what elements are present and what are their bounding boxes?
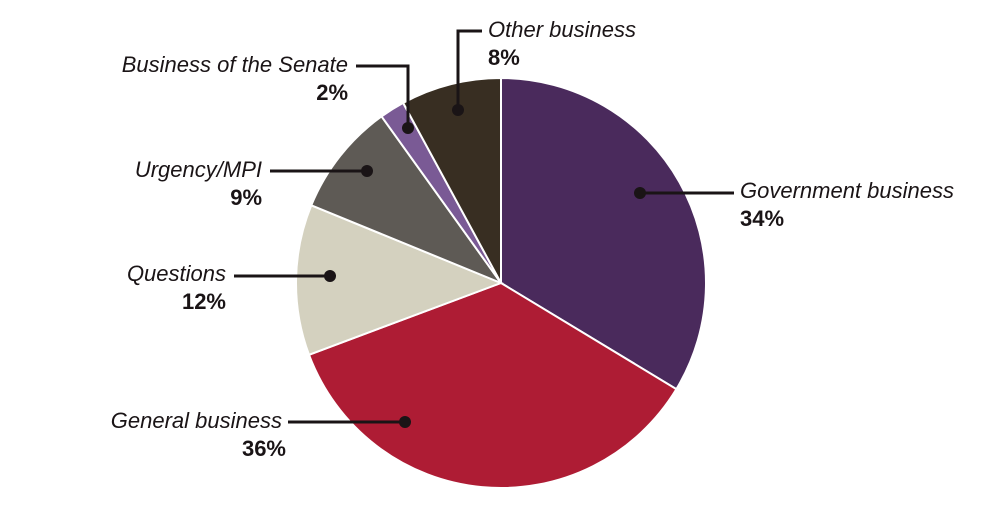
label-urgency-mpi: Urgency/MPI 9% bbox=[135, 157, 373, 210]
leader-line-other-business bbox=[456, 29, 482, 110]
leader-dot-government-business bbox=[634, 187, 646, 199]
slice-label-urgency-mpi: Urgency/MPI bbox=[135, 157, 262, 182]
label-government-business: Government business 34% bbox=[634, 178, 954, 231]
slice-label-business-of-the-senate: Business of the Senate bbox=[122, 52, 348, 77]
slice-percent-business-of-the-senate: 2% bbox=[316, 80, 348, 105]
slice-label-general-business: General business bbox=[111, 408, 282, 433]
label-questions: Questions 12% bbox=[127, 261, 336, 314]
leader-line-business-of-the-senate bbox=[356, 64, 410, 128]
leader-dot-urgency-mpi bbox=[361, 165, 373, 177]
pie-slice-questions bbox=[295, 203, 504, 357]
pie-slice-other-business bbox=[401, 76, 502, 284]
slice-percent-questions: 12% bbox=[182, 289, 226, 314]
slice-label-government-business: Government business bbox=[740, 178, 954, 203]
pie-slices bbox=[295, 76, 707, 489]
label-business-of-the-senate: Business of the Senate 2% bbox=[122, 52, 414, 134]
pie-slice-general-business bbox=[307, 281, 678, 489]
slice-percent-urgency-mpi: 9% bbox=[230, 185, 262, 210]
leader-dot-questions bbox=[324, 270, 336, 282]
slice-label-questions: Questions bbox=[127, 261, 226, 286]
label-other-business: Other business 8% bbox=[452, 17, 636, 116]
leader-dot-other-business bbox=[452, 104, 464, 116]
leader-dot-general-business bbox=[399, 416, 411, 428]
slice-percent-other-business: 8% bbox=[488, 45, 520, 70]
slice-percent-government-business: 34% bbox=[740, 206, 784, 231]
pie-slice-urgency-mpi bbox=[309, 115, 504, 286]
slice-label-other-business: Other business bbox=[488, 17, 636, 42]
pie-slice-government-business bbox=[500, 76, 707, 391]
pie-labels: Government business 34% General business… bbox=[111, 17, 954, 461]
slice-percent-general-business: 36% bbox=[242, 436, 286, 461]
label-general-business: General business 36% bbox=[111, 408, 411, 461]
leader-dot-business-of-the-senate bbox=[402, 122, 414, 134]
